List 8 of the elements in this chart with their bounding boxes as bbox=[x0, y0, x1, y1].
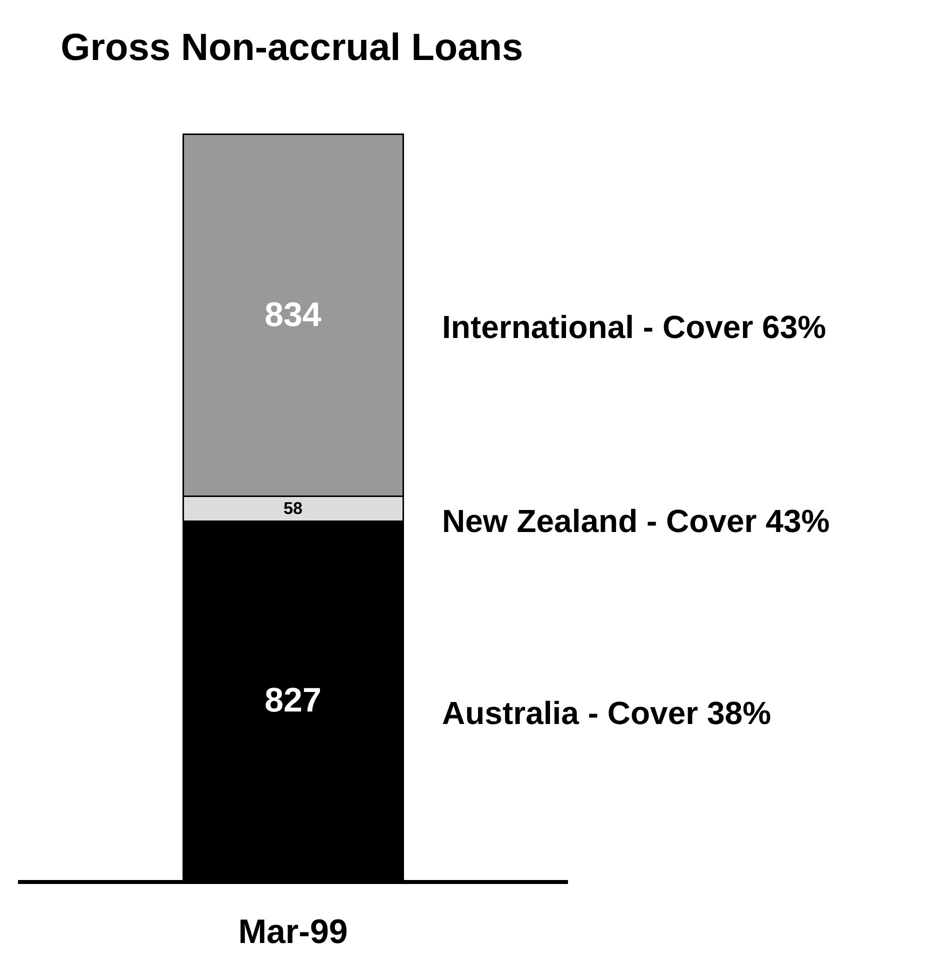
x-tick-label: Mar-99 bbox=[238, 912, 348, 951]
chart-title: Gross Non-accrual Loans bbox=[60, 26, 524, 69]
series-label: International - Cover 63% bbox=[442, 309, 826, 345]
data-label: 834 bbox=[264, 296, 322, 334]
series-label: Australia - Cover 38% bbox=[442, 695, 772, 731]
data-label: 827 bbox=[264, 682, 322, 720]
data-label: 58 bbox=[283, 498, 303, 518]
series-label: New Zealand - Cover 43% bbox=[442, 503, 830, 539]
